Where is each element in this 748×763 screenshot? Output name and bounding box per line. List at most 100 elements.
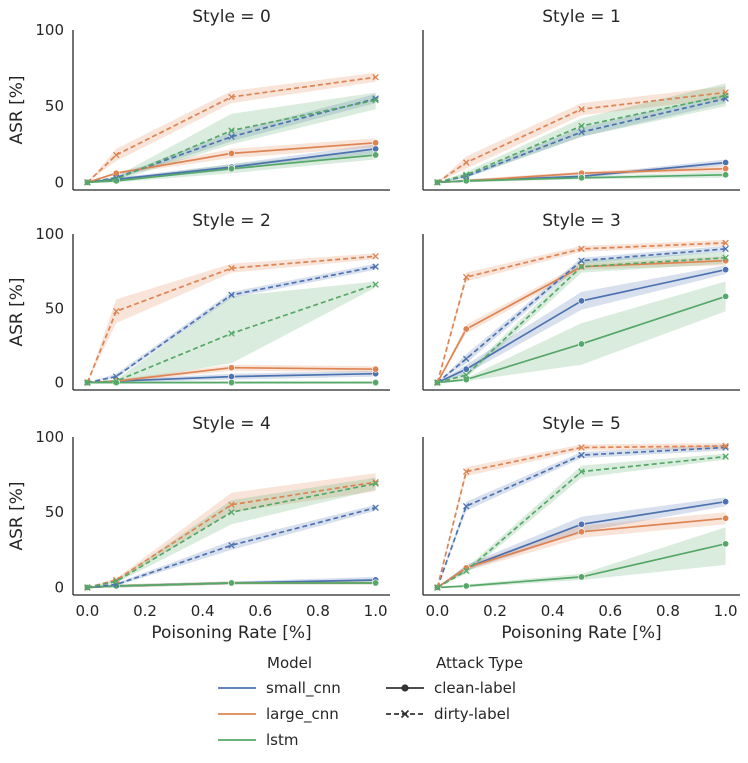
series-line-large-cnn-dirty-label xyxy=(87,481,376,589)
data-point-circle xyxy=(372,379,380,387)
series-line-lstm-dirty-label xyxy=(437,256,726,384)
series-line-large-cnn-dirty-label xyxy=(436,91,726,184)
data-point-x xyxy=(372,73,379,81)
band-lstm-clean-label xyxy=(437,527,726,588)
band-lstm-clean-label xyxy=(437,281,726,383)
series-line-lstm-dirty-label xyxy=(436,455,726,589)
x-tick-label: 0.2 xyxy=(483,602,507,620)
legend-item-small-cnn: small_cnn xyxy=(218,679,341,698)
data-point-x xyxy=(228,542,235,549)
data-point-x xyxy=(462,159,470,166)
data-point-x xyxy=(84,179,91,186)
data-point-circle xyxy=(462,582,470,590)
data-point-x xyxy=(462,567,470,575)
data-point-x xyxy=(228,330,235,337)
data-point-x xyxy=(372,504,379,511)
data-point-x xyxy=(722,245,729,253)
band-large-cnn-dirty-label xyxy=(87,72,376,183)
data-point-circle xyxy=(722,266,730,274)
data-point-circle xyxy=(722,171,730,179)
y-tick-label: 50 xyxy=(45,299,64,317)
data-point-circle xyxy=(372,579,380,587)
data-point-x xyxy=(578,468,585,475)
data-point-circle xyxy=(577,573,585,581)
data-point-x xyxy=(462,355,470,363)
series-line-lstm-dirty-label xyxy=(437,94,726,184)
panel-style-5: Style = 5 0.0 0.2 0.4 0.6 0.8 1.0 Poisoning Rat… xyxy=(422,414,740,643)
y-axis-label: ASR [%] xyxy=(7,75,27,144)
data-point-x xyxy=(462,371,470,379)
legend-label-small-cnn: small_cnn xyxy=(266,679,341,698)
y-tick-label: 50 xyxy=(45,503,64,521)
data-point-circle xyxy=(722,540,730,548)
data-point-circle xyxy=(462,376,470,384)
data-point-circle xyxy=(722,292,730,300)
data-point-x xyxy=(372,253,379,260)
series-line-large-cnn-clean-label xyxy=(87,141,376,184)
y-axis-label: ASR [%] xyxy=(7,277,27,346)
series-line-large-cnn-clean-label xyxy=(436,259,726,384)
data-point-x xyxy=(462,468,470,475)
band-lstm-dirty-label xyxy=(437,251,726,383)
band-lstm-dirty-label xyxy=(87,477,376,588)
data-point-x xyxy=(722,453,729,460)
data-point-circle xyxy=(372,365,380,373)
series-line-large-cnn-clean-label xyxy=(436,517,726,589)
x-axis-label: Poisoning Rate [%] xyxy=(501,623,661,643)
panel-style-1: Style = 1 xyxy=(422,7,740,191)
panel-title: Style = 3 xyxy=(542,211,621,231)
series-line-lstm-clean-label xyxy=(437,295,726,384)
data-point-x xyxy=(372,263,379,270)
data-point-x xyxy=(112,307,120,315)
data-point-x xyxy=(228,133,235,140)
y-tick-label: 0 xyxy=(54,578,64,596)
chart-panels: Style = 0 0 50 100 ASR [%] Style = 1 Style = 2… xyxy=(7,7,740,643)
series-line-lstm-clean-label xyxy=(437,173,726,184)
panel-style-4: Style = 4 0 50 100 ASR [%] 0.0 0.2 0.4 0.6 0.8 1.0… xyxy=(7,414,390,643)
data-point-circle xyxy=(722,514,730,522)
series-line-lstm-clean-label xyxy=(87,154,376,184)
series-line-small-cnn-dirty-label xyxy=(87,506,376,589)
y-tick-label: 100 xyxy=(35,21,64,39)
legend-item-dirty-label: dirty-label xyxy=(386,705,510,723)
y-tick-label: 100 xyxy=(35,428,64,446)
data-point-circle xyxy=(228,149,236,157)
data-point-x xyxy=(722,92,729,99)
data-point-circle xyxy=(722,498,730,506)
data-point-circle xyxy=(228,165,236,173)
x-tick-label: 0.0 xyxy=(425,602,449,620)
y-tick-label: 0 xyxy=(54,173,64,191)
series-line-large-cnn-dirty-label xyxy=(86,76,376,184)
series-line-large-cnn-dirty-label xyxy=(436,445,726,588)
data-point-x xyxy=(228,291,235,299)
data-point-x xyxy=(228,508,235,516)
band-large-cnn-dirty-label xyxy=(87,473,376,588)
data-point-circle xyxy=(228,579,236,587)
data-point-circle xyxy=(577,520,585,528)
panel-title: Style = 2 xyxy=(192,211,271,231)
data-point-x xyxy=(228,264,235,272)
legend: Model small_cnn large_cnn lstm Attack Ty… xyxy=(218,654,523,749)
data-point-x xyxy=(722,442,729,450)
data-point-circle xyxy=(577,340,585,348)
data-point-x xyxy=(722,254,729,262)
series-line-large-cnn-dirty-label xyxy=(436,242,726,383)
series-line-small-cnn-dirty-label xyxy=(87,265,376,384)
band-small-cnn-clean-label xyxy=(87,144,376,183)
series-line-lstm-dirty-label xyxy=(87,283,376,384)
data-point-x xyxy=(578,444,585,451)
legend-model-title: Model xyxy=(267,654,312,672)
x-tick-label: 1.0 xyxy=(714,602,738,620)
legend-item-lstm: lstm xyxy=(218,731,298,749)
data-point-circle xyxy=(577,174,585,182)
y-tick-label: 50 xyxy=(45,97,64,115)
data-point-x xyxy=(462,502,470,510)
data-point-x xyxy=(228,127,235,134)
panel-title: Style = 4 xyxy=(192,414,271,434)
data-point-x xyxy=(112,377,120,385)
series-line-small-cnn-dirty-label xyxy=(436,446,726,588)
data-point-x xyxy=(372,281,379,288)
panel-style-3: Style = 3 xyxy=(422,211,740,391)
data-point-circle xyxy=(228,379,236,387)
